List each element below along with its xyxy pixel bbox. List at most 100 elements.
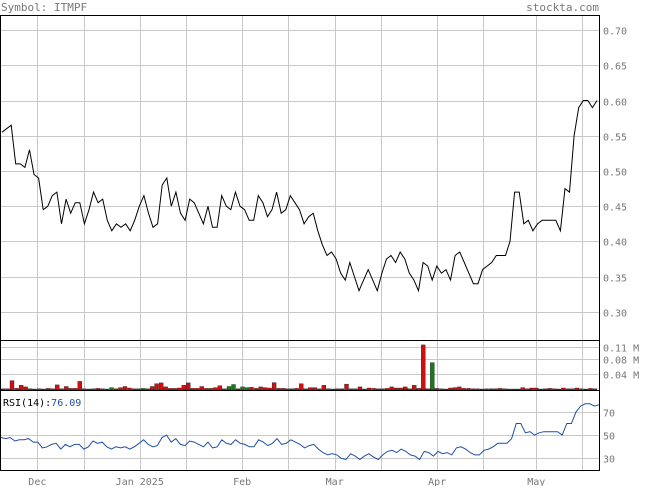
volume-bar-28 [127, 387, 132, 391]
volume-bar-10 [46, 388, 51, 391]
volume-bar-8 [37, 388, 42, 391]
volume-bar-85 [384, 388, 390, 391]
volume-bar-116 [525, 388, 530, 391]
volume-bar-129 [583, 388, 589, 391]
volume-bar-21 [95, 388, 101, 391]
volume-bar-73 [330, 388, 336, 391]
volume-bar-102 [461, 388, 467, 391]
volume-bar-123 [556, 388, 561, 391]
price-tick-label-8: 0.70 [603, 27, 627, 38]
volume-bar-104 [470, 388, 476, 391]
volume-bar-35 [159, 382, 164, 391]
volume-bar-87 [394, 387, 399, 391]
volume-bar-3 [14, 388, 19, 391]
rsi-tick-label-0: 30 [603, 455, 615, 466]
volume-bar-99 [448, 387, 453, 391]
volume-bar-1 [5, 388, 10, 391]
volume-bar-92 [416, 388, 421, 391]
volume-bar-83 [375, 388, 381, 391]
volume-bar-127 [574, 387, 580, 391]
volume-bar-112 [506, 388, 512, 391]
volume-bar-49 [222, 388, 227, 391]
volume-bar-24 [109, 387, 114, 391]
volume-bar-72 [326, 388, 331, 391]
volume-bar-36 [163, 386, 168, 391]
volume-bar-42 [190, 388, 195, 391]
volume-bar-9 [41, 388, 46, 391]
volume-bar-52 [235, 388, 241, 391]
volume-highlight-bar-2 [421, 344, 426, 391]
volume-bar-122 [552, 388, 557, 391]
volume-bar-76 [344, 383, 349, 391]
volume-bar-82 [371, 388, 376, 391]
x-tick-label-2: Feb [233, 477, 251, 486]
rsi-label-name: RSI(14): [3, 398, 51, 409]
volume-bar-11 [50, 388, 55, 391]
volume-bar-39 [177, 387, 182, 391]
volume-bar-115 [520, 387, 525, 391]
volume-bar-75 [339, 388, 345, 391]
volume-bar-12 [55, 384, 60, 391]
price-tick-label-2: 0.40 [603, 238, 627, 249]
volume-bar-120 [543, 388, 548, 391]
volume-bar-90 [407, 388, 412, 391]
volume-bar-63 [285, 388, 290, 391]
volume-bar-64 [290, 388, 295, 391]
volume-bar-57 [258, 386, 263, 391]
price-tick-label-4: 0.50 [603, 168, 627, 179]
volume-bar-94 [425, 388, 430, 391]
volume-bar-110 [497, 388, 503, 391]
volume-bar-37 [168, 388, 173, 391]
volume-bar-32 [145, 388, 150, 391]
volume-bar-62 [281, 388, 286, 391]
volume-bar-51 [231, 384, 236, 391]
volume-bar-50 [226, 386, 232, 391]
volume-highlight-bar-0 [403, 386, 408, 391]
x-tick-label-0: Dec [28, 477, 46, 486]
rsi-tick-label-1: 50 [603, 432, 615, 443]
volume-bar-109 [493, 388, 498, 391]
volume-bar-56 [253, 388, 259, 391]
volume-bar-20 [91, 388, 96, 391]
volume-bar-34 [154, 383, 159, 391]
volume-bar-45 [204, 388, 209, 391]
rsi-label: RSI(14):76.09 [3, 398, 81, 409]
volume-tick-label-1: 0.08 M [603, 356, 639, 367]
volume-bar-74 [335, 388, 340, 391]
volume-bar-97 [439, 388, 444, 391]
volume-bar-59 [267, 387, 272, 391]
volume-bar-98 [443, 388, 449, 391]
volume-bar-125 [565, 388, 571, 391]
volume-bar-31 [140, 388, 146, 391]
x-tick-label-3: Mar [326, 477, 344, 486]
price-tick-label-3: 0.45 [603, 203, 627, 214]
volume-bar-27 [122, 386, 128, 391]
volume-bar-105 [475, 388, 480, 391]
volume-bar-111 [502, 388, 507, 391]
volume-bar-70 [317, 388, 322, 391]
volume-bar-69 [312, 387, 317, 391]
volume-bar-26 [118, 387, 123, 391]
volume-bar-29 [131, 388, 137, 391]
volume-bar-60 [271, 382, 277, 391]
volume-bar-81 [366, 387, 372, 391]
volume-bar-58 [262, 387, 268, 391]
rsi-tick-label-2: 70 [603, 409, 615, 420]
price-tick-label-6: 0.60 [603, 98, 627, 109]
volume-bar-25 [113, 388, 119, 391]
rsi-value-label: 76.09 [51, 398, 81, 409]
volume-bar-124 [561, 387, 566, 391]
volume-bar-33 [149, 386, 155, 391]
volume-bar-55 [249, 387, 254, 391]
volume-bar-61 [276, 388, 281, 391]
volume-bar-17 [77, 381, 82, 391]
volume-bar-18 [82, 388, 87, 391]
volume-bar-2 [9, 380, 15, 391]
volume-bar-118 [534, 387, 539, 391]
volume-bar-41 [186, 382, 191, 391]
volume-bar-15 [68, 388, 73, 391]
x-tick-label-1: Jan 2025 [116, 477, 164, 486]
volume-bar-66 [299, 383, 304, 391]
